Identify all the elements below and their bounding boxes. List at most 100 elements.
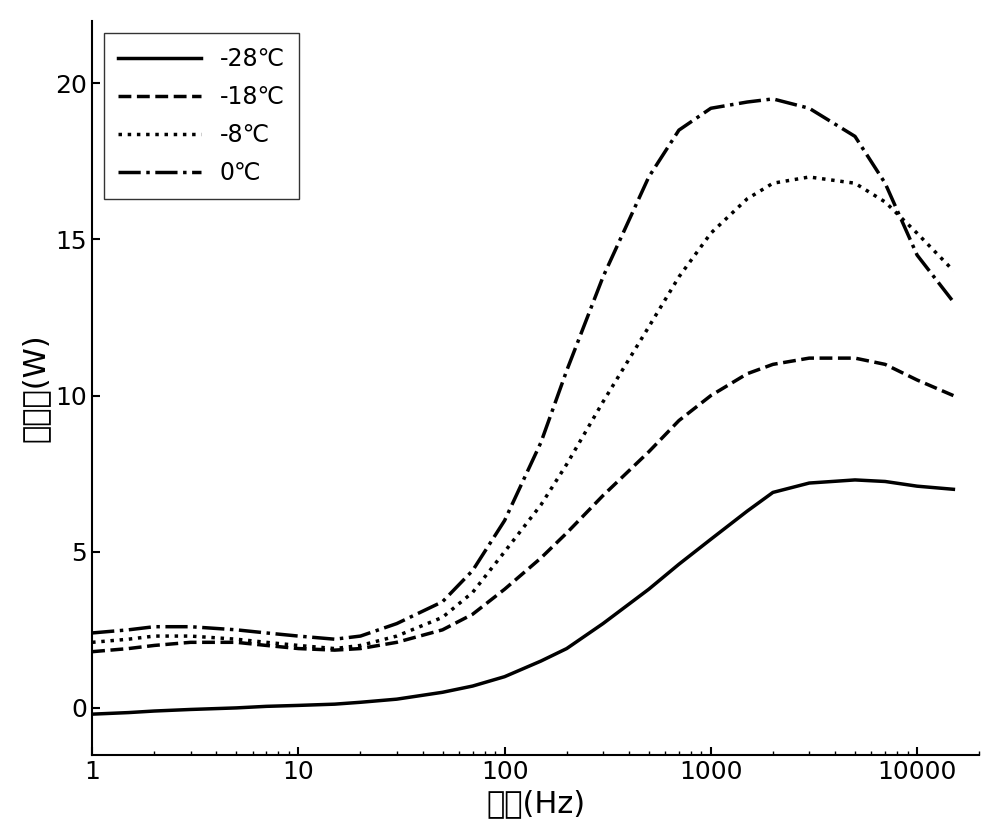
-8℃ — [561, 459, 573, 469]
Line: -18℃: -18℃ — [92, 358, 953, 652]
X-axis label: 频率(Hz): 频率(Hz) — [486, 789, 585, 818]
-28℃ — [329, 699, 341, 709]
-18℃ — [947, 391, 959, 401]
Legend: -28℃, -18℃, -8℃, 0℃: -28℃, -18℃, -8℃, 0℃ — [104, 33, 299, 200]
-28℃ — [643, 584, 655, 594]
-28℃ — [437, 687, 449, 697]
0℃ — [467, 565, 479, 576]
0℃ — [947, 297, 959, 307]
0℃ — [148, 622, 160, 632]
-28℃ — [911, 481, 923, 491]
-18℃ — [741, 368, 753, 378]
-8℃ — [185, 631, 197, 641]
-18℃ — [673, 415, 685, 425]
0℃ — [185, 622, 197, 632]
-28℃ — [767, 487, 779, 498]
-28℃ — [947, 484, 959, 494]
0℃ — [597, 272, 609, 282]
-8℃ — [260, 638, 272, 648]
-18℃ — [879, 359, 891, 369]
-8℃ — [354, 640, 366, 650]
-8℃ — [499, 547, 511, 557]
-8℃ — [467, 587, 479, 597]
-28℃ — [391, 694, 403, 704]
-18℃ — [122, 644, 134, 654]
-18℃ — [329, 645, 341, 655]
-8℃ — [437, 612, 449, 623]
-28℃ — [803, 478, 815, 488]
-28℃ — [849, 475, 861, 485]
0℃ — [292, 631, 304, 641]
-8℃ — [597, 397, 609, 407]
-18℃ — [391, 638, 403, 648]
0℃ — [329, 634, 341, 644]
0℃ — [705, 103, 717, 113]
-18℃ — [767, 359, 779, 369]
-28℃ — [354, 697, 366, 707]
-8℃ — [86, 638, 98, 648]
-18℃ — [561, 528, 573, 538]
-28℃ — [535, 656, 547, 666]
-8℃ — [391, 631, 403, 641]
-8℃ — [911, 228, 923, 238]
0℃ — [230, 625, 242, 635]
-18℃ — [705, 391, 717, 401]
-28℃ — [597, 618, 609, 628]
-8℃ — [329, 644, 341, 654]
0℃ — [561, 366, 573, 376]
-8℃ — [292, 640, 304, 650]
-18℃ — [185, 638, 197, 648]
0℃ — [673, 125, 685, 135]
-28℃ — [185, 705, 197, 715]
-8℃ — [849, 178, 861, 188]
0℃ — [879, 178, 891, 188]
-28℃ — [741, 506, 753, 516]
0℃ — [260, 628, 272, 638]
-18℃ — [911, 375, 923, 385]
0℃ — [849, 132, 861, 142]
-18℃ — [437, 625, 449, 635]
-8℃ — [947, 266, 959, 276]
0℃ — [86, 628, 98, 638]
0℃ — [767, 94, 779, 104]
0℃ — [535, 437, 547, 447]
0℃ — [499, 515, 511, 525]
-8℃ — [705, 228, 717, 238]
0℃ — [437, 597, 449, 607]
0℃ — [391, 618, 403, 628]
-18℃ — [354, 644, 366, 654]
-8℃ — [741, 194, 753, 204]
-8℃ — [673, 272, 685, 282]
Line: -8℃: -8℃ — [92, 177, 953, 649]
-28℃ — [230, 703, 242, 713]
-18℃ — [260, 640, 272, 650]
-8℃ — [767, 178, 779, 188]
-28℃ — [705, 534, 717, 545]
0℃ — [741, 97, 753, 107]
-18℃ — [499, 584, 511, 594]
Line: -28℃: -28℃ — [92, 480, 953, 714]
0℃ — [122, 625, 134, 635]
-8℃ — [148, 631, 160, 641]
-28℃ — [260, 701, 272, 711]
-8℃ — [535, 500, 547, 510]
-18℃ — [849, 353, 861, 363]
-18℃ — [86, 647, 98, 657]
-8℃ — [879, 197, 891, 207]
-8℃ — [643, 322, 655, 332]
-8℃ — [230, 634, 242, 644]
-28℃ — [673, 560, 685, 570]
-18℃ — [535, 553, 547, 563]
-18℃ — [148, 640, 160, 650]
-28℃ — [148, 706, 160, 716]
-28℃ — [499, 672, 511, 682]
-18℃ — [230, 638, 242, 648]
0℃ — [354, 631, 366, 641]
-28℃ — [86, 709, 98, 719]
-28℃ — [292, 701, 304, 711]
-18℃ — [643, 447, 655, 457]
-18℃ — [803, 353, 815, 363]
-18℃ — [467, 609, 479, 619]
-18℃ — [597, 491, 609, 501]
-28℃ — [122, 707, 134, 717]
